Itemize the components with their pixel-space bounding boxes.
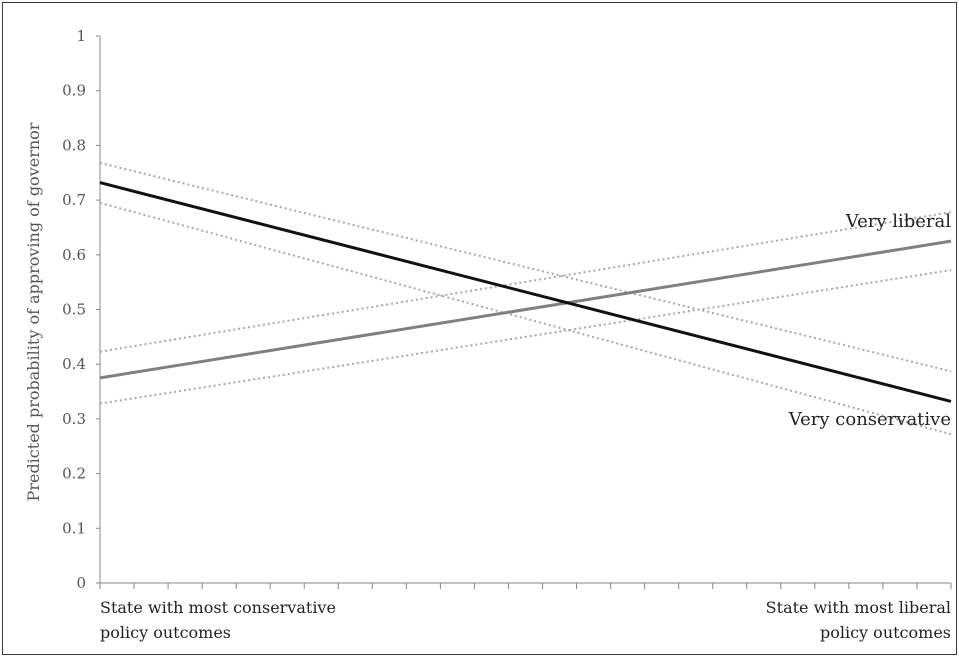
- y-axis-title: Predicted probability of approving of go…: [24, 122, 43, 501]
- x-right-label-line1: State with most liberal: [766, 598, 951, 617]
- y-tick-label: 0.6: [62, 246, 86, 264]
- ci-lower-very-conservative: [99, 201, 952, 436]
- y-tick-label: 0: [76, 574, 86, 592]
- series-line-very-conservative: [99, 181, 952, 403]
- ci-upper-very-liberal: [99, 211, 952, 353]
- y-tick-label: 0.9: [62, 82, 86, 100]
- series-label-very-liberal: Very liberal: [845, 211, 952, 232]
- ci-upper-very-conservative: [99, 161, 952, 373]
- y-tick-label: 0.4: [62, 355, 86, 373]
- x-left-label-line2: policy outcomes: [100, 623, 231, 642]
- y-tick-label: 0.2: [62, 465, 86, 483]
- x-axis: [99, 582, 952, 589]
- y-axis: 0 0.1 0.2 0.3 0.4 0.5 0.6 0.7 0.8 0.9 1: [62, 27, 101, 592]
- y-tick-label: 0.5: [62, 301, 86, 319]
- y-tick-label: 0.1: [62, 519, 86, 537]
- y-tick-label: 0.3: [62, 410, 86, 428]
- y-tick-label: 0.8: [62, 136, 86, 154]
- ci-lower-very-liberal: [99, 269, 952, 405]
- y-tick-label: 0.7: [62, 191, 86, 209]
- x-right-label-line2: policy outcomes: [820, 623, 951, 642]
- y-tick-label: 1: [76, 27, 86, 45]
- series-line-very-liberal: [99, 239, 952, 380]
- series-lines: [99, 161, 952, 436]
- chart-area: 0 0.1 0.2 0.3 0.4 0.5 0.6 0.7 0.8 0.9 1 Predicted …: [24, 27, 952, 642]
- series-label-very-conservative: Very conservative: [788, 409, 951, 430]
- x-left-label-line1: State with most conservative: [100, 598, 336, 617]
